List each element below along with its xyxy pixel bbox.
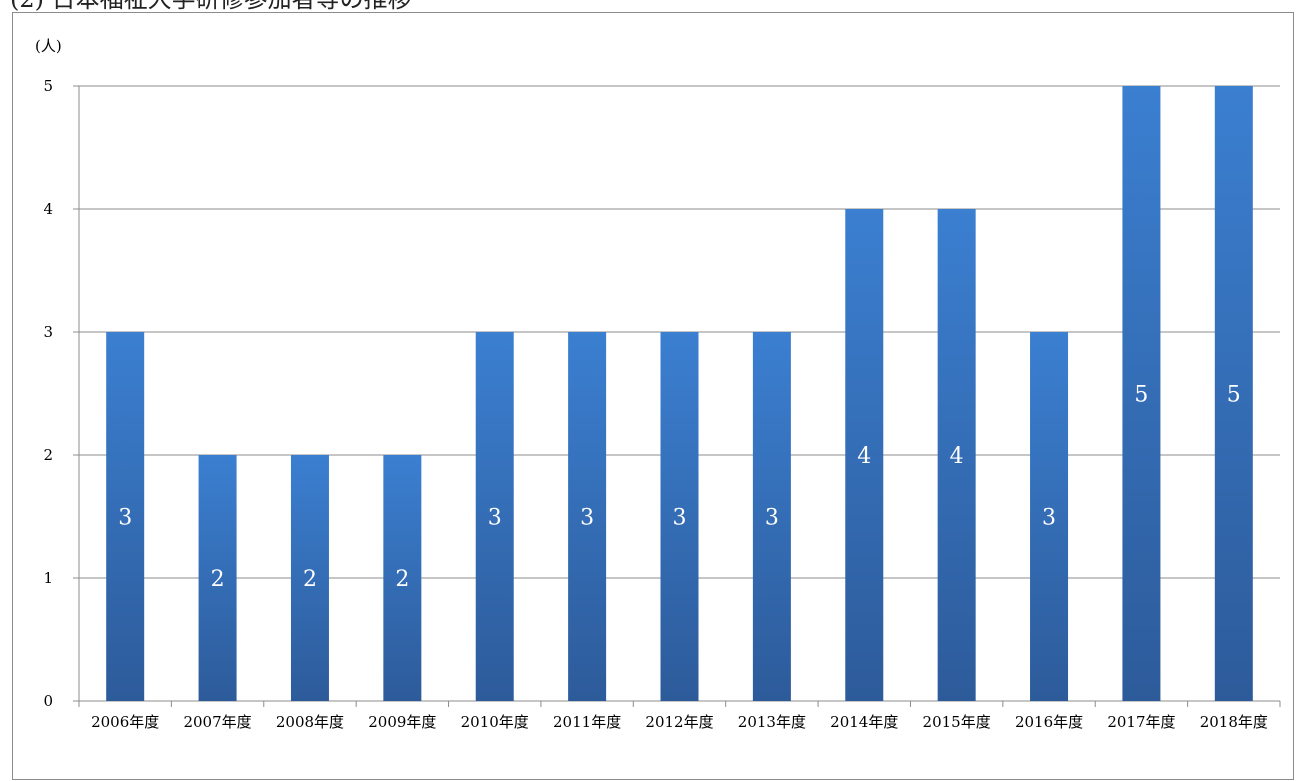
bar-2018年度 xyxy=(1214,86,1253,701)
y-tick-label-0: 0 xyxy=(43,692,53,710)
bar-2012年度 xyxy=(660,332,699,701)
x-tick-label-2018年度: 2018年度 xyxy=(1200,713,1268,731)
bar-2006年度 xyxy=(106,332,145,701)
x-tick-label-2012年度: 2012年度 xyxy=(645,713,713,731)
data-label-2018年度: 5 xyxy=(1227,383,1241,408)
bar-2007年度 xyxy=(198,455,237,701)
y-tick-label-5: 5 xyxy=(43,77,53,95)
x-tick-label-2009年度: 2009年度 xyxy=(368,713,436,731)
data-label-2016年度: 3 xyxy=(1042,506,1056,531)
data-label-2009年度: 2 xyxy=(395,567,409,592)
bar-2014年度 xyxy=(845,209,884,701)
data-label-2006年度: 3 xyxy=(118,506,132,531)
chart-frame: (人) 0 1 2 3 4 5 3 2006年度 2 2007年度 2 2008年度 2 2009年度 3 20… xyxy=(12,12,1294,780)
y-tick-label-2: 2 xyxy=(43,446,53,464)
labels: (人) 0 1 2 3 4 5 3 2006年度 2 2007年度 2 2008年度 2 2009年度 3 20… xyxy=(35,37,1268,731)
y-tick-label-3: 3 xyxy=(43,323,53,341)
x-tick-label-2015年度: 2015年度 xyxy=(923,713,991,731)
data-label-2013年度: 3 xyxy=(765,506,779,531)
bar-2015年度 xyxy=(937,209,976,701)
bar-2017年度 xyxy=(1122,86,1161,701)
data-label-2012年度: 3 xyxy=(673,506,687,531)
y-tick-label-4: 4 xyxy=(43,200,53,218)
bar-2013年度 xyxy=(752,332,791,701)
data-label-2014年度: 4 xyxy=(857,444,871,469)
bar-chart: (人) 0 1 2 3 4 5 3 2006年度 2 2007年度 2 2008年度 2 2009年度 3 20… xyxy=(35,37,1281,731)
data-label-2011年度: 3 xyxy=(580,506,594,531)
bar-2009年度 xyxy=(383,455,422,701)
data-label-2008年度: 2 xyxy=(303,567,317,592)
x-tick-label-2017年度: 2017年度 xyxy=(1107,713,1175,731)
y-tick-label-1: 1 xyxy=(43,569,53,587)
bar-2011年度 xyxy=(568,332,607,701)
bars xyxy=(106,86,1253,701)
x-tick-label-2006年度: 2006年度 xyxy=(91,713,159,731)
data-label-2010年度: 3 xyxy=(488,506,502,531)
bar-2016年度 xyxy=(1030,332,1069,701)
page-title: (2) 日本福祉大学研修参加者等の推移 xyxy=(10,0,412,14)
x-tick-label-2010年度: 2010年度 xyxy=(461,713,529,731)
bar-2008年度 xyxy=(290,455,329,701)
x-tick-label-2007年度: 2007年度 xyxy=(183,713,251,731)
data-label-2007年度: 2 xyxy=(211,567,225,592)
x-tick-label-2011年度: 2011年度 xyxy=(553,713,621,731)
y-axis-unit-label: (人) xyxy=(35,37,62,55)
data-label-2017年度: 5 xyxy=(1134,383,1148,408)
data-label-2015年度: 4 xyxy=(950,444,964,469)
bar-2010年度 xyxy=(475,332,514,701)
x-tick-label-2014年度: 2014年度 xyxy=(830,713,898,731)
x-tick-label-2013年度: 2013年度 xyxy=(738,713,806,731)
x-tick-label-2016年度: 2016年度 xyxy=(1015,713,1083,731)
x-tick-label-2008年度: 2008年度 xyxy=(276,713,344,731)
